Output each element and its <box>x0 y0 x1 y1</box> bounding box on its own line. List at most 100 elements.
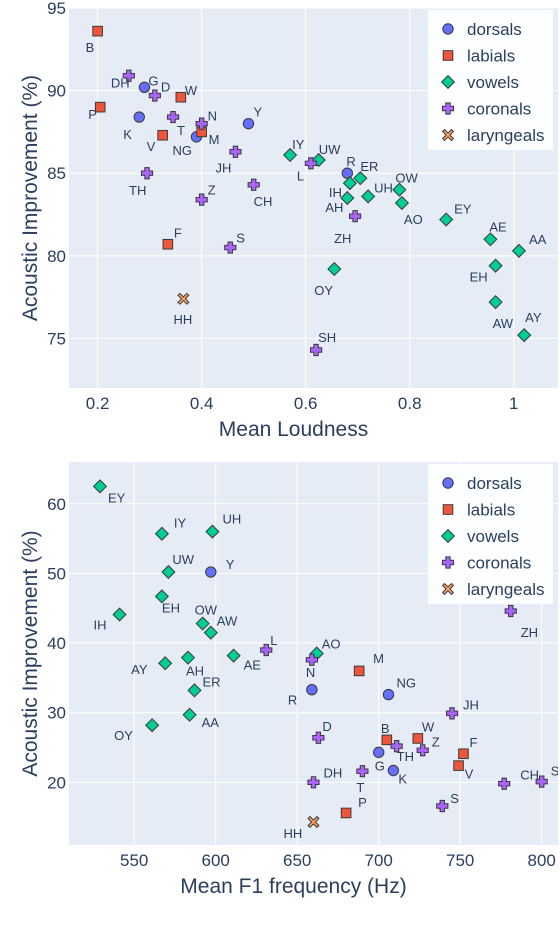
point-ng <box>382 688 395 701</box>
point-z <box>416 744 429 757</box>
legend-label-vowels: vowels <box>467 527 519 546</box>
x-tick-label: 750 <box>446 851 474 870</box>
point-l <box>304 157 317 170</box>
point-uh <box>361 189 376 204</box>
point-label-eh: EH <box>162 600 180 615</box>
point-th <box>140 167 154 180</box>
point-b <box>92 25 103 37</box>
point-label-g: G <box>148 73 158 88</box>
point-ey <box>92 479 108 494</box>
point-sh <box>535 775 548 788</box>
point-label-zh: ZH <box>521 625 538 640</box>
x-tick-label: 550 <box>120 851 148 870</box>
point-b <box>381 734 393 746</box>
point-r <box>341 167 354 179</box>
y-tick-label: 80 <box>47 247 66 266</box>
y-tick-label: 40 <box>47 634 66 653</box>
point-aw <box>488 294 503 310</box>
point-label-ih: IH <box>94 618 107 633</box>
legend-marker-coronals <box>441 556 455 569</box>
point-dh <box>307 776 320 789</box>
point-oy <box>327 261 342 277</box>
point-ch <box>498 777 511 790</box>
x-axis-title: Mean Loudness <box>219 418 368 441</box>
legend-label-laryngeals: laryngeals <box>467 580 545 599</box>
point-iy <box>154 526 170 541</box>
point-label-oy: OY <box>314 283 333 298</box>
chart-panel-2: 550 600 650 700 750 800 20 30 40 50 60 Mean F1 freq… <box>19 462 560 898</box>
x-tick-label: 0.6 <box>294 394 318 413</box>
point-label-z: Z <box>208 183 216 198</box>
point-label-dh: DH <box>324 765 343 780</box>
point-uh <box>205 524 220 539</box>
legend-marker-coronals <box>441 102 455 115</box>
point-sh <box>310 343 323 357</box>
point-v <box>157 129 168 141</box>
x-tick-label: 700 <box>365 851 393 870</box>
point-r <box>306 684 318 696</box>
point-label-hh: HH <box>284 826 303 841</box>
point-label-d: D <box>322 719 331 734</box>
y-tick-label: 30 <box>47 704 66 723</box>
point-label-uh: UH <box>222 512 241 527</box>
point-label-v: V <box>465 767 474 782</box>
point-label-eh: EH <box>470 270 488 285</box>
y-tick-label: 90 <box>47 82 66 101</box>
point-label-p: P <box>358 795 367 810</box>
point-m <box>353 665 365 677</box>
point-label-sh: SH <box>551 764 560 779</box>
point-oy <box>145 718 160 733</box>
point-label-zh: ZH <box>334 231 351 246</box>
y-tick-label: 85 <box>47 164 66 183</box>
point-label-l: L <box>297 168 304 183</box>
x-tick-label: 0.2 <box>86 394 110 413</box>
point-g <box>138 81 151 94</box>
point-jh <box>229 145 242 158</box>
point-label-ah: AH <box>325 200 343 215</box>
legend-marker-laryngeals <box>441 128 455 142</box>
point-label-sh: SH <box>318 330 336 345</box>
point-iy <box>282 147 298 163</box>
point-s <box>224 241 237 254</box>
point-eh <box>154 589 170 604</box>
point-p <box>340 807 352 819</box>
point-label-s: S <box>450 791 459 806</box>
point-label-er: ER <box>203 674 221 689</box>
point-label-jh: JH <box>215 161 231 176</box>
point-t <box>356 765 369 778</box>
point-label-m: M <box>373 651 384 666</box>
point-label-ch: CH <box>520 768 539 783</box>
point-uw <box>161 564 176 580</box>
point-label-er: ER <box>360 159 378 174</box>
point-ey <box>439 212 454 227</box>
point-er <box>187 683 202 698</box>
point-dh <box>122 69 135 82</box>
point-aa <box>511 243 527 258</box>
point-d <box>148 89 161 102</box>
point-ae <box>226 648 241 663</box>
point-label-ey: EY <box>454 201 472 216</box>
point-label-w: W <box>185 83 198 98</box>
legend-marker-labials <box>442 50 454 61</box>
point-zh <box>349 210 362 223</box>
point-label-ae: AE <box>244 658 262 673</box>
point-label-uw: UW <box>319 142 341 157</box>
point-label-ao: AO <box>322 637 341 652</box>
point-hh <box>307 815 320 829</box>
point-label-aa: AA <box>529 232 547 247</box>
point-label-hh: HH <box>173 312 192 327</box>
point-label-aw: AW <box>217 614 238 629</box>
point-t <box>166 110 180 124</box>
point-l <box>260 643 273 657</box>
point-label-m: M <box>209 132 220 147</box>
point-ow <box>392 182 407 197</box>
legend-label-laryngeals: laryngeals <box>467 126 545 145</box>
point-label-ng: NG <box>172 143 192 158</box>
legend-label-labials: labials <box>467 47 515 66</box>
point-label-t: T <box>356 780 364 795</box>
point-label-aw: AW <box>493 316 514 331</box>
point-jh <box>445 707 459 720</box>
chart-panel-1: 0.2 0.4 0.6 0.8 1 75 80 85 90 95 Mean Loudness Acou… <box>19 0 558 441</box>
point-label-ow: OW <box>195 603 218 618</box>
